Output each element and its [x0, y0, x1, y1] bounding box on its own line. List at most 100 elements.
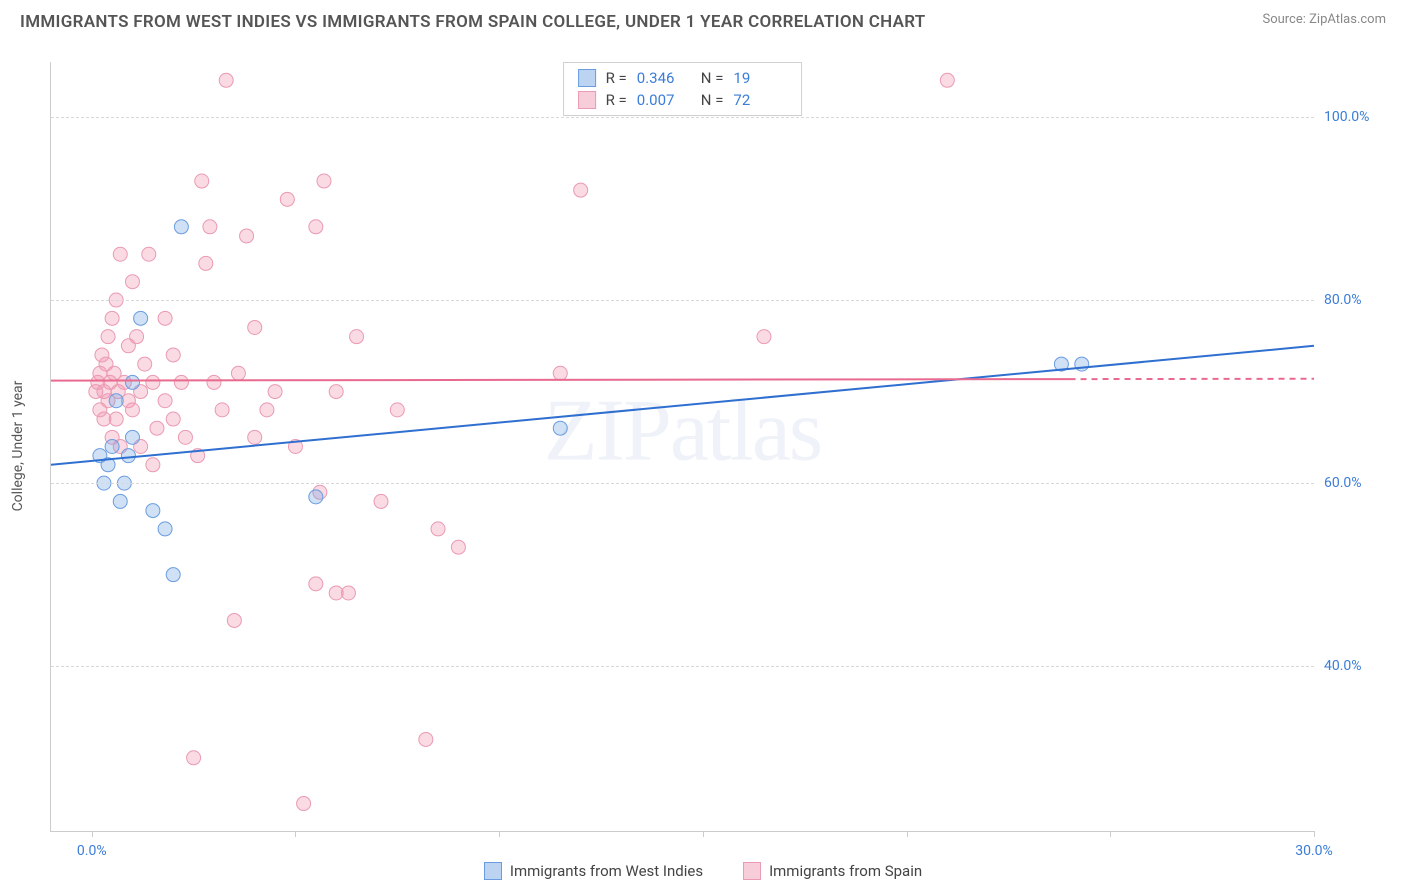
x-tick: [499, 831, 500, 837]
scatter-point: [113, 494, 127, 508]
legend-swatch-pink: [743, 862, 761, 880]
scatter-point: [150, 421, 164, 435]
scatter-point: [280, 192, 294, 206]
x-tick: [295, 831, 296, 837]
scatter-point: [268, 385, 282, 399]
scatter-point: [142, 247, 156, 261]
stat-r-value-1: 0.007: [637, 91, 691, 109]
scatter-point: [158, 311, 172, 325]
chart-plot-area: ZIPatlas R = 0.346 N = 19 R = 0.007 N = …: [50, 62, 1314, 832]
scatter-point: [125, 403, 139, 417]
stat-r-label: R =: [606, 91, 627, 109]
scatter-point: [134, 311, 148, 325]
y-tick-label: 40.0%: [1324, 658, 1390, 674]
scatter-point: [309, 220, 323, 234]
scatter-point: [146, 375, 160, 389]
scatter-point: [125, 430, 139, 444]
scatter-point: [146, 458, 160, 472]
scatter-point: [174, 375, 188, 389]
scatter-point: [166, 412, 180, 426]
scatter-point: [101, 330, 115, 344]
legend-label: Immigrants from West Indies: [510, 862, 703, 880]
legend-swatch-blue: [578, 69, 596, 87]
scatter-point: [109, 394, 123, 408]
scatter-point: [350, 330, 364, 344]
x-tick: [703, 831, 704, 837]
trend-line: [51, 346, 1314, 465]
legend-stats-box: R = 0.346 N = 19 R = 0.007 N = 72: [563, 62, 803, 116]
scatter-point: [146, 504, 160, 518]
y-tick-label: 60.0%: [1324, 475, 1390, 491]
scatter-point: [215, 403, 229, 417]
scatter-point: [240, 229, 254, 243]
scatter-point: [195, 174, 209, 188]
scatter-point: [166, 568, 180, 582]
scatter-point: [158, 394, 172, 408]
scatter-point: [105, 440, 119, 454]
x-tick-label: 30.0%: [1295, 843, 1333, 859]
gridline: [51, 300, 1314, 301]
scatter-point: [431, 522, 445, 536]
legend-swatch-blue: [484, 862, 502, 880]
x-tick: [1314, 831, 1315, 837]
scatter-point: [248, 320, 262, 334]
y-axis-label: College, Under 1 year: [10, 381, 26, 512]
scatter-point: [231, 366, 245, 380]
gridline: [51, 666, 1314, 667]
scatter-point: [178, 430, 192, 444]
scatter-point: [138, 357, 152, 371]
scatter-point: [174, 220, 188, 234]
legend-item-spain: Immigrants from Spain: [743, 862, 922, 880]
scatter-point: [260, 403, 274, 417]
scatter-point: [757, 330, 771, 344]
scatter-point: [329, 385, 343, 399]
scatter-point: [125, 275, 139, 289]
scatter-point: [940, 73, 954, 87]
stat-n-value-0: 19: [733, 69, 787, 87]
scatter-point: [187, 751, 201, 765]
scatter-point: [341, 586, 355, 600]
scatter-point: [309, 577, 323, 591]
source-label: Source: ZipAtlas.com: [1262, 12, 1386, 27]
scatter-point: [121, 449, 135, 463]
scatter-point: [158, 522, 172, 536]
legend-label: Immigrants from Spain: [769, 862, 922, 880]
chart-title: IMMIGRANTS FROM WEST INDIES VS IMMIGRANT…: [20, 12, 926, 32]
scatter-point: [374, 494, 388, 508]
scatter-point: [203, 220, 217, 234]
scatter-plot: [51, 62, 1314, 831]
stat-n-label: N =: [701, 91, 724, 109]
scatter-point: [219, 73, 233, 87]
scatter-point: [227, 613, 241, 627]
legend-swatch-pink: [578, 91, 596, 109]
x-tick: [1110, 831, 1111, 837]
stat-r-value-0: 0.346: [637, 69, 691, 87]
gridline: [51, 117, 1314, 118]
scatter-point: [125, 375, 139, 389]
scatter-point: [553, 366, 567, 380]
scatter-point: [309, 490, 323, 504]
scatter-point: [317, 174, 331, 188]
scatter-point: [109, 412, 123, 426]
y-tick-label: 100.0%: [1324, 109, 1390, 125]
scatter-point: [207, 375, 221, 389]
scatter-point: [248, 430, 262, 444]
scatter-point: [419, 732, 433, 746]
x-tick-label: 0.0%: [77, 843, 107, 859]
scatter-point: [390, 403, 404, 417]
scatter-point: [130, 330, 144, 344]
legend-stats-row-0: R = 0.346 N = 19: [578, 67, 788, 89]
scatter-point: [451, 540, 465, 554]
gridline: [51, 483, 1314, 484]
stat-n-label: N =: [701, 69, 724, 87]
legend-item-west-indies: Immigrants from West Indies: [484, 862, 703, 880]
trend-line: [51, 379, 1070, 380]
y-tick-label: 80.0%: [1324, 292, 1390, 308]
x-tick: [92, 831, 93, 837]
scatter-point: [553, 421, 567, 435]
stat-n-value-1: 72: [733, 91, 787, 109]
stat-r-label: R =: [606, 69, 627, 87]
scatter-point: [574, 183, 588, 197]
x-tick: [907, 831, 908, 837]
scatter-point: [199, 256, 213, 270]
